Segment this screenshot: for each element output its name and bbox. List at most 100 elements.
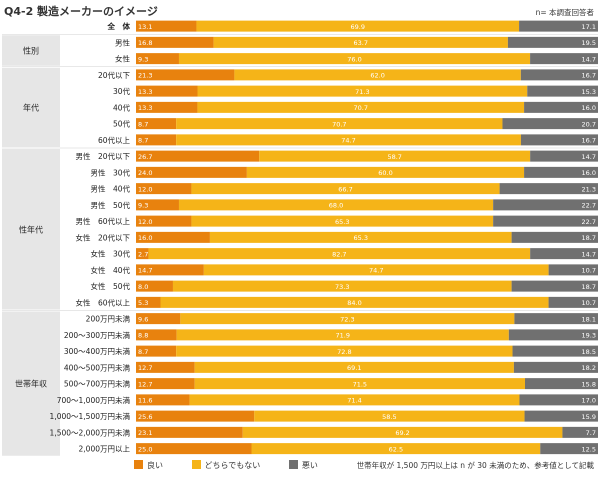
category-label: 女性 20代以下 — [75, 232, 130, 242]
bar-segment-neutral — [259, 150, 531, 162]
bar-segment-good — [136, 313, 181, 325]
bar-segment-bad — [513, 361, 598, 373]
data-label: 65.3 — [354, 234, 368, 242]
data-label: 14.7 — [138, 267, 152, 275]
group-label: 世帯年収 — [15, 379, 47, 389]
data-label: 13.3 — [138, 104, 152, 112]
bar-segment-neutral — [197, 85, 528, 97]
bar-segment-good — [136, 150, 260, 162]
bar-segment-neutral — [191, 215, 494, 227]
legend-swatch-neutral — [191, 460, 201, 469]
data-label: 15.3 — [582, 88, 596, 96]
category-label: 男性 30代 — [90, 167, 130, 177]
bar-segment-bad — [499, 183, 598, 195]
data-label: 20.7 — [582, 120, 596, 128]
data-label: 14.7 — [582, 55, 596, 63]
data-label: 16.0 — [582, 169, 596, 177]
bar-segment-bad — [530, 248, 598, 260]
category-label: 全 体 — [107, 21, 131, 31]
category-label: 200～300万円未満 — [64, 330, 131, 340]
bar-segment-neutral — [176, 118, 503, 130]
data-label: 19.3 — [582, 332, 596, 340]
bar-segment-neutral — [234, 69, 521, 81]
bar-segment-good — [136, 199, 179, 211]
bar-segment-bad — [512, 345, 598, 357]
data-label: 58.5 — [382, 413, 396, 421]
data-label: 68.0 — [329, 202, 343, 210]
group-label: 性別 — [23, 46, 39, 56]
data-label: 71.5 — [353, 380, 367, 388]
data-label: 71.9 — [336, 332, 350, 340]
bar-segment-good — [136, 183, 192, 195]
sample-note: n= 本調査回答者 — [535, 8, 594, 17]
data-label: 26.7 — [138, 153, 152, 161]
bar-segment-bad — [519, 394, 598, 406]
bar-segment-good — [136, 378, 195, 390]
legend-item-bad: 悪い — [288, 460, 318, 471]
bar-segment-bad — [493, 215, 598, 227]
data-label: 76.0 — [347, 55, 361, 63]
group-box — [2, 149, 60, 310]
bar-segment-neutral — [254, 410, 525, 422]
legend-label-neutral: どちらでもない — [204, 461, 261, 470]
data-label: 18.7 — [582, 234, 596, 242]
category-label: 女性 60代以上 — [75, 297, 130, 307]
data-label: 10.7 — [582, 267, 596, 275]
bar-segment-bad — [493, 199, 598, 211]
data-label: 16.8 — [138, 39, 152, 47]
data-label: 9.3 — [138, 55, 148, 63]
data-label: 22.7 — [582, 218, 596, 226]
bar-segment-good — [136, 36, 214, 48]
category-label: 男性 — [115, 37, 130, 47]
data-label: 69.2 — [395, 429, 409, 437]
data-label: 14.7 — [582, 250, 596, 258]
data-label: 21.3 — [582, 185, 596, 193]
data-label: 21.3 — [138, 72, 152, 80]
group-box — [2, 35, 60, 66]
data-label: 8.0 — [138, 283, 148, 291]
data-label: 72.8 — [337, 348, 351, 356]
data-label: 13.1 — [138, 23, 152, 31]
footnote: 世帯年収が 1,500 万円以上は n が 30 未満のため、参考値として記載 — [356, 461, 594, 470]
data-label: 16.0 — [138, 234, 152, 242]
bar-segment-good — [136, 134, 177, 146]
data-label: 23.1 — [138, 429, 152, 437]
bar-segment-good — [136, 410, 255, 422]
bar-segment-bad — [562, 426, 598, 438]
category-label: 30代 — [113, 86, 131, 96]
bar-segment-good — [136, 166, 247, 178]
legend-item-good: 良い — [134, 460, 163, 471]
bar-segment-good — [136, 280, 173, 292]
bar-segment-bad — [508, 329, 598, 341]
bar-segment-good — [136, 345, 177, 357]
category-label: 女性 40代 — [90, 265, 130, 275]
category-label: 400～500万円未満 — [64, 362, 131, 372]
data-label: 58.7 — [387, 153, 401, 161]
data-label: 14.7 — [582, 153, 596, 161]
data-label: 5.3 — [138, 299, 148, 307]
bar-segment-neutral — [178, 199, 494, 211]
bar-segment-neutral — [176, 329, 509, 341]
data-label: 74.7 — [369, 267, 383, 275]
data-label: 65.3 — [335, 218, 349, 226]
bar-segment-bad — [519, 20, 598, 32]
data-label: 7.7 — [586, 429, 596, 437]
data-label: 25.0 — [138, 445, 152, 453]
data-label: 71.3 — [355, 88, 369, 96]
bar-segment-good — [136, 361, 195, 373]
category-label: 女性 — [115, 54, 130, 64]
category-label: 1,000～1,500万円未満 — [50, 411, 131, 421]
bar-segment-neutral — [196, 20, 520, 32]
data-label: 69.9 — [351, 23, 365, 31]
data-label: 12.0 — [138, 185, 152, 193]
legend: 良い どちらでもない 悪い — [134, 460, 344, 471]
legend-swatch-bad — [288, 460, 298, 469]
data-label: 74.7 — [341, 137, 355, 145]
data-label: 10.7 — [582, 299, 596, 307]
bar-segment-good — [136, 101, 198, 113]
data-label: 71.4 — [347, 397, 361, 405]
data-label: 62.5 — [389, 445, 403, 453]
data-label: 9.6 — [138, 315, 148, 323]
bar-segment-bad — [514, 313, 598, 325]
